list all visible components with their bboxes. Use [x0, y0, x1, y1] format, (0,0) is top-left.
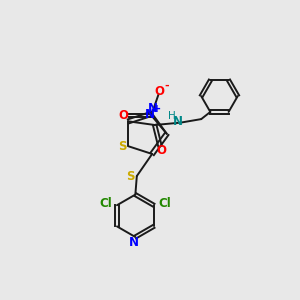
Text: S: S: [118, 140, 126, 153]
Text: N: N: [129, 236, 139, 249]
Text: O: O: [155, 85, 165, 98]
Text: O: O: [118, 109, 128, 122]
Text: Cl: Cl: [99, 197, 112, 210]
Text: N: N: [145, 108, 155, 121]
Text: Cl: Cl: [158, 197, 171, 210]
Text: O: O: [156, 144, 166, 158]
Text: +: +: [152, 104, 160, 114]
Text: S: S: [126, 170, 135, 183]
Text: H: H: [169, 111, 176, 121]
Text: N: N: [148, 102, 158, 115]
Text: -: -: [165, 80, 169, 90]
Text: N: N: [173, 115, 183, 128]
